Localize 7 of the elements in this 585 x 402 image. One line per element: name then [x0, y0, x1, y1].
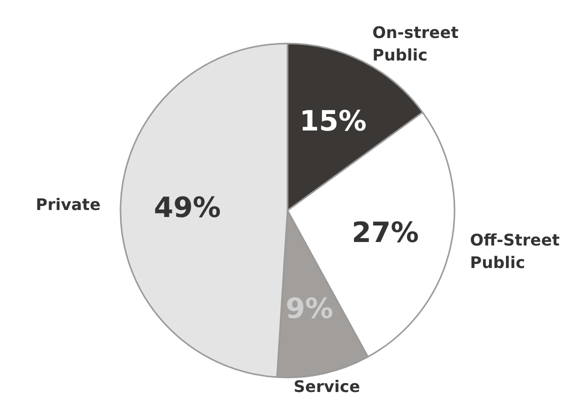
slice-label: Private	[36, 195, 101, 214]
slice-label: Off-Street Public	[470, 230, 560, 272]
data-label: 15%	[299, 104, 367, 138]
data-label: 27%	[352, 216, 419, 249]
slice-label: Service	[294, 377, 360, 396]
slice-label: On-street Public	[372, 22, 459, 65]
data-label: 49%	[154, 190, 221, 224]
